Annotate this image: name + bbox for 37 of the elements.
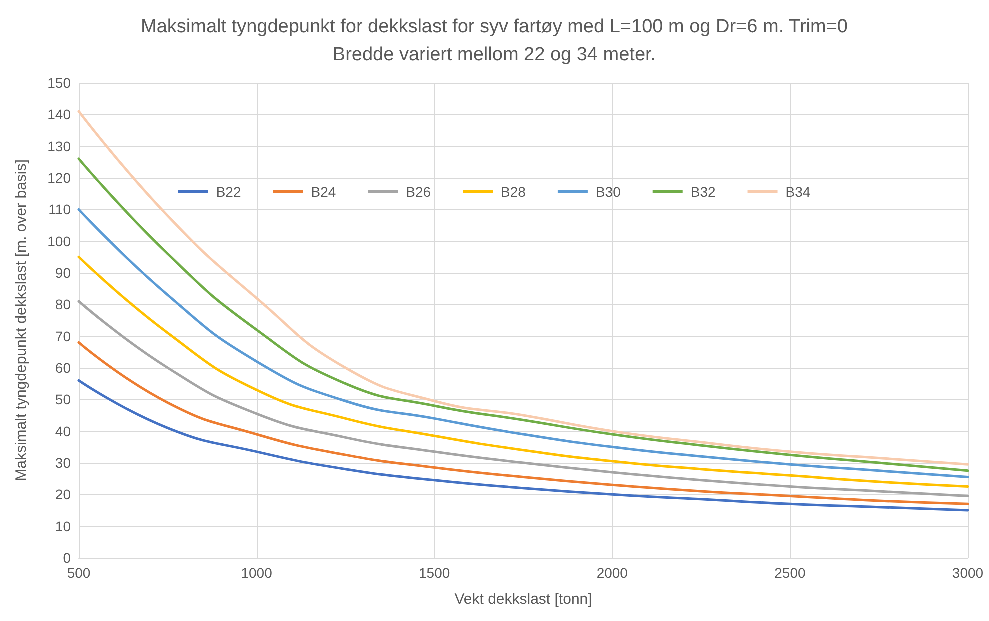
y-tick-label: 30 xyxy=(55,455,72,471)
legend-label: B30 xyxy=(596,184,622,200)
y-tick-label: 20 xyxy=(55,486,72,503)
x-tick-label: 2500 xyxy=(774,565,806,581)
x-tick-label: 2000 xyxy=(596,565,628,581)
y-tick-label: 0 xyxy=(63,550,72,566)
legend-label: B34 xyxy=(786,184,811,200)
line-series xyxy=(78,300,970,498)
x-tick-label: 500 xyxy=(67,565,91,581)
y-tick-label: 150 xyxy=(48,75,72,91)
x-axis-title: Vekt dekkslast [tonn] xyxy=(454,591,592,608)
x-tick-label: 1500 xyxy=(419,565,450,581)
line-series xyxy=(78,341,970,506)
legend-label: B28 xyxy=(501,184,526,200)
y-tick-label: 130 xyxy=(48,138,72,154)
line-series xyxy=(78,256,970,488)
legend-label: B26 xyxy=(406,184,432,200)
y-tick-label: 110 xyxy=(48,202,72,218)
y-tick-label: 50 xyxy=(55,392,72,408)
legend-label: B22 xyxy=(216,184,242,200)
y-tick-label: 140 xyxy=(48,106,72,123)
y-tick-label: 100 xyxy=(48,233,72,250)
legend-label: B32 xyxy=(690,184,716,200)
line-series xyxy=(78,208,970,478)
x-tick-label: 3000 xyxy=(952,565,984,581)
y-tick-label: 90 xyxy=(55,265,72,281)
y-tick-label: 10 xyxy=(55,518,72,534)
chart-title: Maksimalt tyngdepunkt for dekkslast for syv fartøy med L=100 m og Dr=6 m. Trim=0 Bredde variert mellom 22 og 34 meter. xyxy=(141,16,848,66)
y-axis-title: Maksimalt tyngdepunkt dekkslast [m. over basis] xyxy=(13,160,30,482)
legend-label: B24 xyxy=(311,184,336,200)
y-tick-label: 120 xyxy=(48,170,72,186)
x-tick-label: 1000 xyxy=(241,565,273,581)
y-tick-label: 70 xyxy=(55,328,72,344)
y-tick-label: 80 xyxy=(55,296,72,313)
y-tick-label: 40 xyxy=(55,423,72,440)
y-tick-label: 60 xyxy=(55,360,72,376)
line-series xyxy=(78,379,970,512)
